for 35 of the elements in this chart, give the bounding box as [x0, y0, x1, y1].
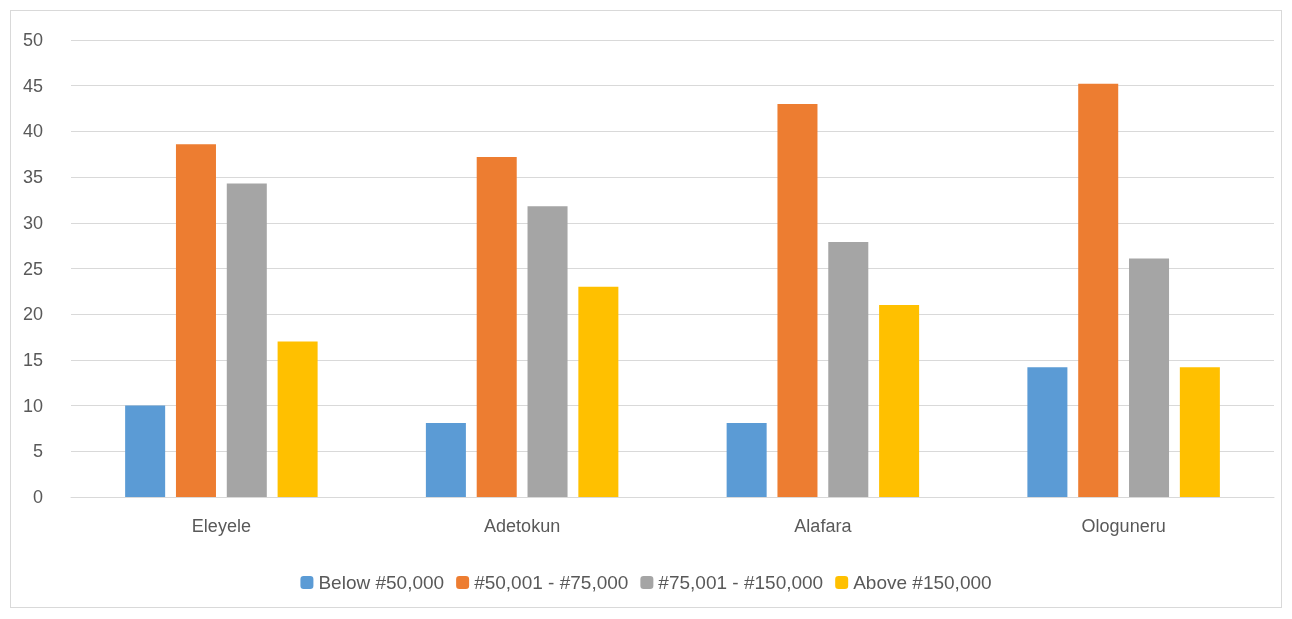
- y-tick-label: 35: [22, 167, 43, 188]
- y-tick-label: 45: [22, 75, 43, 96]
- legend-label: #50,001 - #75,000: [474, 572, 629, 593]
- y-tick-label: 10: [22, 395, 43, 416]
- y-tick-label: 40: [22, 121, 43, 142]
- y-tick-label: 5: [32, 441, 43, 462]
- bar: [226, 183, 267, 497]
- legend-label: Above #150,000: [853, 572, 992, 593]
- x-tick-label: Adetokun: [484, 516, 561, 536]
- x-tick-label: Ologuneru: [1081, 516, 1166, 536]
- y-tick-label: 15: [22, 349, 43, 370]
- y-tick-label: 20: [22, 304, 43, 325]
- bar: [425, 422, 466, 497]
- bar: [828, 241, 869, 497]
- bar: [125, 405, 166, 497]
- bar: [726, 422, 767, 497]
- y-tick-label: 25: [22, 258, 43, 279]
- y-tick-label: 0: [32, 487, 43, 507]
- x-tick-label: Eleyele: [191, 516, 251, 536]
- y-tick-label: 30: [22, 212, 43, 233]
- bar: [1179, 367, 1220, 497]
- bar: [1078, 83, 1119, 497]
- bar: [476, 156, 517, 497]
- bar: [527, 206, 568, 497]
- legend-label: #75,001 - #150,000: [658, 572, 824, 593]
- bar: [277, 341, 318, 497]
- bar: [777, 103, 818, 497]
- bar: [879, 305, 920, 497]
- bar: [1129, 258, 1170, 497]
- bar: [175, 144, 216, 497]
- bar: [578, 286, 619, 497]
- bar: [1027, 367, 1068, 497]
- legend-label: Below #50,000: [318, 572, 445, 593]
- y-tick-label: 50: [22, 30, 43, 50]
- x-tick-label: Alafara: [794, 516, 853, 536]
